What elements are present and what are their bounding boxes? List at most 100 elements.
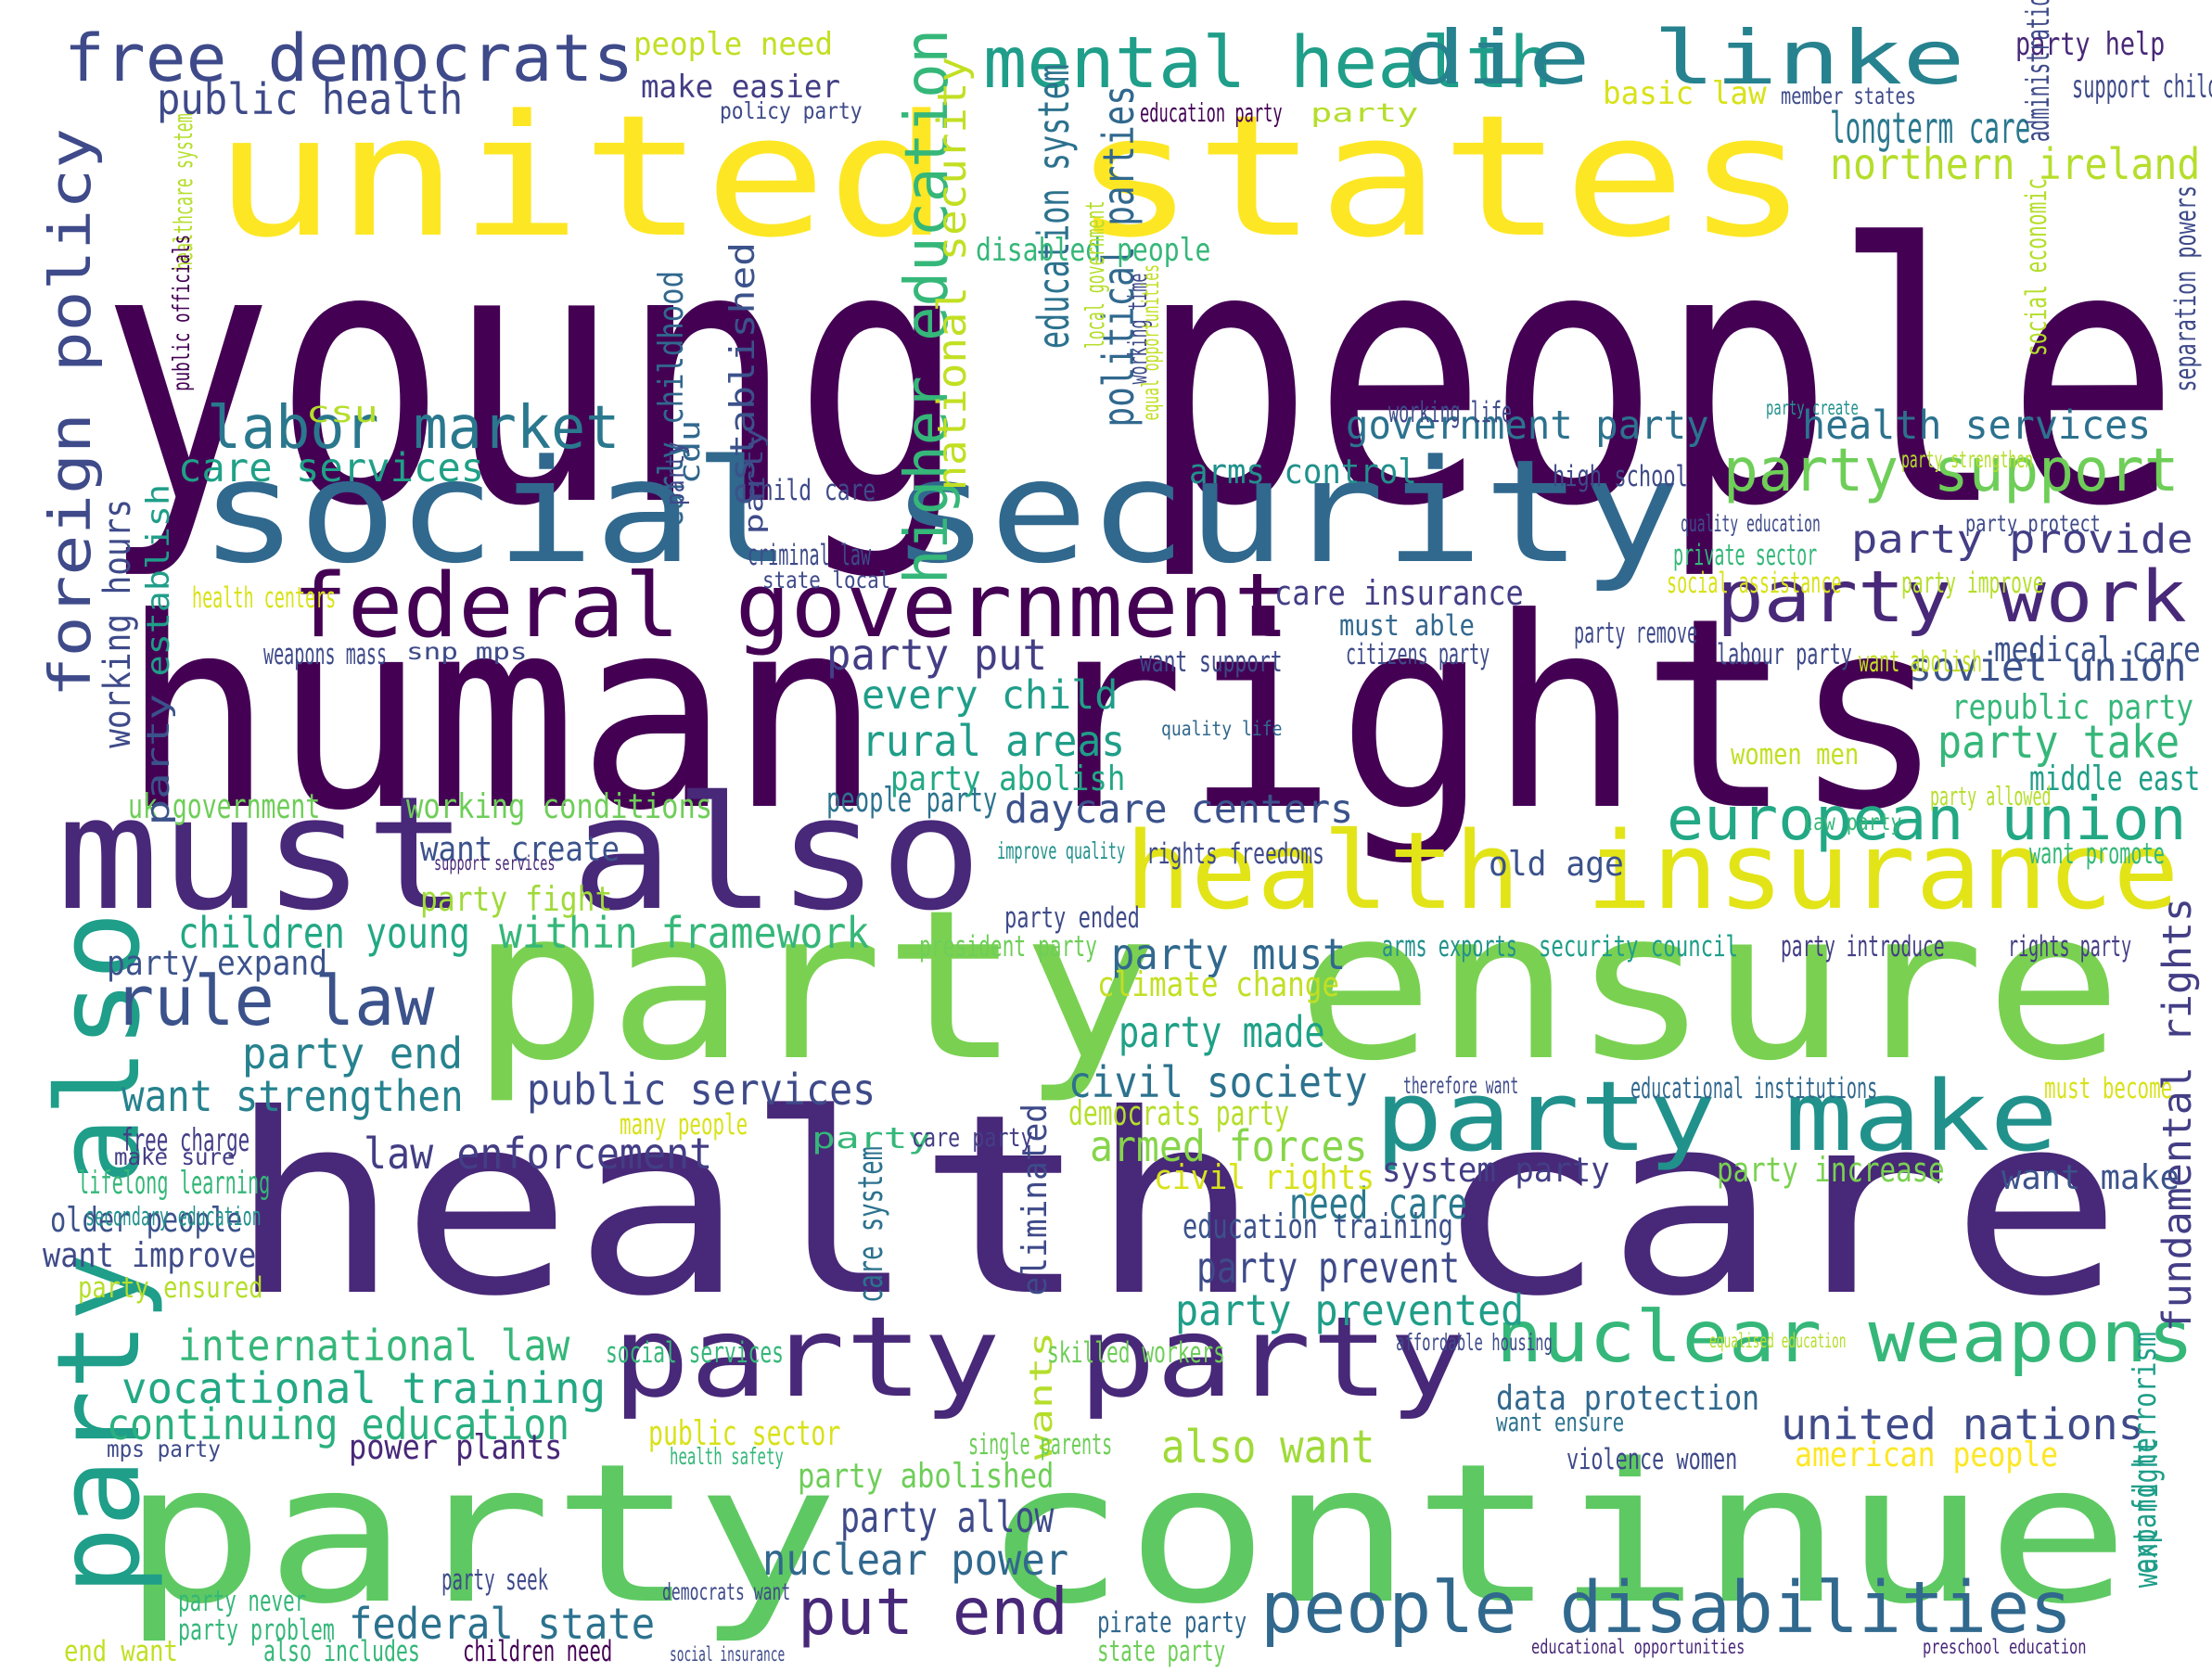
word: separation powers [2168, 185, 2203, 392]
word: free democrats [64, 19, 634, 96]
word: law enforcement [363, 1128, 712, 1179]
word: foreign policy [38, 128, 105, 698]
word: member states [1780, 83, 1916, 110]
word: data protection [1495, 1377, 1759, 1418]
word: want promote [2029, 837, 2166, 872]
word: equal opportunities [1136, 263, 1164, 421]
word: preschool education [1923, 1636, 2087, 1660]
word: public sector [647, 1413, 841, 1454]
word: party remove [1573, 617, 1698, 651]
word: working life [1388, 396, 1513, 429]
word: educational institutions [1630, 1072, 1878, 1106]
word: disabled people [975, 232, 1211, 269]
word: northern ireland [1830, 138, 2201, 189]
word: must also [57, 761, 983, 945]
word: public officials [168, 235, 196, 392]
word: public health [156, 74, 464, 125]
word: social services [605, 1335, 784, 1370]
word: democrats party [1068, 1092, 1289, 1133]
word: party expand [107, 943, 328, 984]
word: want ensure [1495, 1407, 1624, 1438]
word: party [659, 441, 691, 506]
word: party never [177, 1585, 307, 1619]
word: pirate party [1096, 1606, 1247, 1640]
word: want abolish [1859, 645, 1983, 679]
word: party prevent [1196, 1242, 1461, 1293]
word: education party [1139, 96, 1283, 128]
word: continuing education [107, 1398, 570, 1449]
word: party [737, 427, 769, 534]
word: national security [928, 57, 976, 491]
word: must able [1338, 609, 1475, 644]
word: working conditions [405, 786, 712, 827]
word: affordable housing [1396, 1328, 1553, 1356]
word: weapons mass [263, 638, 388, 672]
word: president party [918, 929, 1097, 964]
word: equalised education [1708, 1329, 1847, 1353]
word: quality life [1160, 717, 1283, 741]
word: care party [911, 1122, 1033, 1154]
word: criminal law [748, 538, 872, 572]
word: support children [2072, 68, 2212, 105]
word: party fight [420, 879, 613, 920]
word: want make [2001, 1156, 2180, 1197]
word: party abolish [889, 758, 1126, 798]
word: party ended [1004, 901, 1140, 936]
word: education system [1029, 64, 1080, 350]
word: party ensure [469, 865, 2123, 1107]
word: rule law [113, 963, 435, 1042]
word: party abolished [798, 1456, 1055, 1497]
word: vocational training [121, 1363, 606, 1414]
word: care services [177, 444, 485, 491]
word: labour party [1716, 638, 1852, 672]
word: nuclear power [761, 1534, 1068, 1585]
word: united states [213, 78, 1809, 274]
word: young people [99, 170, 2180, 584]
word: soviet union [1908, 644, 2187, 691]
word: local government [1080, 200, 1111, 350]
word: party problem [177, 1614, 335, 1648]
word: violence women [1566, 1442, 1738, 1476]
word: mps party [107, 1436, 222, 1463]
word: skilled workers [1046, 1335, 1225, 1370]
word: middle east [2029, 758, 2201, 798]
word: nuclear weapons [1495, 1296, 2194, 1380]
word: party take [1937, 714, 2180, 769]
word: party [1310, 96, 1419, 128]
word: party prevented [1174, 1284, 1525, 1335]
word: establish [139, 484, 176, 677]
word: social economic [2019, 177, 2053, 356]
word: party improve [1901, 567, 2044, 601]
word: civil society [1068, 1057, 1368, 1108]
word: government party [1346, 402, 1709, 449]
word: american people [1795, 1435, 2059, 1475]
word: care system [850, 1146, 891, 1304]
word: health care [227, 1062, 2123, 1352]
word: party help [2015, 25, 2166, 62]
word: quality education [1681, 509, 1821, 537]
word: party [139, 694, 176, 826]
word: secondary education [85, 1200, 262, 1232]
word: human rights [121, 561, 1945, 869]
word: children young [177, 907, 470, 958]
word: citizens party [1346, 638, 1490, 672]
word: party continue [121, 1423, 2129, 1647]
word: many people [620, 1107, 748, 1142]
word: die linke [1402, 15, 1965, 102]
word: need care [1288, 1178, 1467, 1229]
word: put end [798, 1575, 1068, 1650]
word: party allow [840, 1491, 1055, 1542]
word: basic law [1602, 75, 1767, 112]
word: free charge [121, 1122, 249, 1159]
word: health safety [669, 1442, 784, 1470]
word: people party [825, 779, 998, 820]
word: want support [1139, 645, 1283, 679]
word: want fight [2125, 1438, 2166, 1589]
word: want improve [43, 1235, 257, 1276]
word: care insurance [1274, 572, 1525, 613]
word: policy party [719, 96, 863, 124]
word: climate change [1096, 964, 1339, 1005]
word: health centers [192, 581, 337, 615]
word: lifelong learning [78, 1165, 271, 1202]
